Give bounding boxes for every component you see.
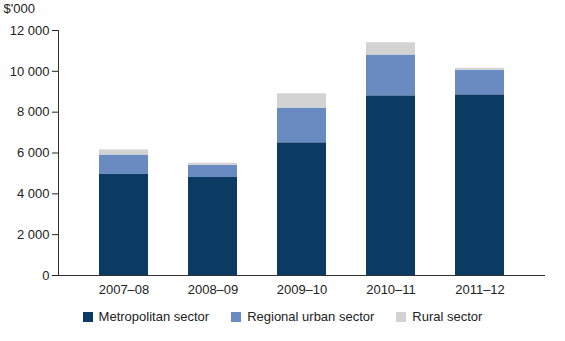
svg-text:2011–12: 2011–12 bbox=[455, 282, 505, 297]
svg-text:6 000: 6 000 bbox=[17, 145, 50, 160]
svg-text:4 000: 4 000 bbox=[17, 186, 50, 201]
svg-text:$'000: $'000 bbox=[4, 1, 35, 16]
svg-text:2007–08: 2007–08 bbox=[99, 282, 150, 297]
svg-text:2009–10: 2009–10 bbox=[277, 282, 328, 297]
html-text:Metropolitan sector: Metropolitan sector bbox=[98, 309, 210, 324]
svg-text:2008–09: 2008–09 bbox=[188, 282, 239, 297]
svg-text:12 000: 12 000 bbox=[10, 23, 50, 38]
svg-text:0: 0 bbox=[42, 268, 49, 283]
html-text:Rural sector: Rural sector bbox=[412, 309, 483, 324]
html-text:Regional urban sector: Regional urban sector bbox=[247, 309, 375, 324]
svg-text:2010–11: 2010–11 bbox=[366, 282, 416, 297]
svg-text:10 000: 10 000 bbox=[10, 63, 50, 78]
svg-text:8 000: 8 000 bbox=[17, 104, 50, 119]
svg-text:2 000: 2 000 bbox=[17, 227, 50, 242]
